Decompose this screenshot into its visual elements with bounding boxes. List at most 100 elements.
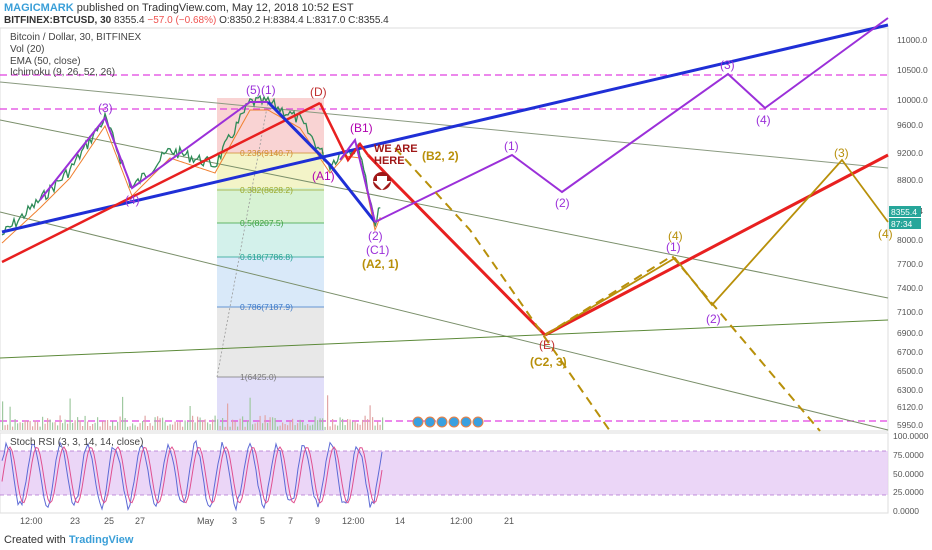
volume-bar <box>154 417 156 430</box>
footer: Created with TradingView <box>4 534 133 546</box>
volume-bar <box>382 417 384 430</box>
y-tick-label: 5950.0 <box>897 420 923 430</box>
wave-label: (1) <box>504 139 519 153</box>
volume-bar <box>144 415 146 430</box>
volume-bar <box>257 422 259 430</box>
wave-label: (B2, 2) <box>422 149 459 163</box>
volume-bar <box>374 425 376 430</box>
volume-bar <box>259 415 261 430</box>
volume-bar <box>227 403 229 430</box>
volume-bar <box>4 425 6 430</box>
publish-header: MAGICMARK published on TradingView.com, … <box>4 2 354 14</box>
volume-bar <box>232 419 234 430</box>
volume-bar <box>272 417 274 430</box>
y-tick-label: 6500.0 <box>897 366 923 376</box>
time-badge: 87:34 <box>891 219 913 229</box>
volume-bar <box>282 422 284 430</box>
volume-bar <box>342 418 344 430</box>
x-tick-label: 12:00 <box>342 516 365 526</box>
wave-label: (3) <box>98 101 113 115</box>
volume-bar <box>172 424 174 430</box>
fib-label: 1(6425.0) <box>240 372 277 382</box>
y-tick-label: 7700.0 <box>897 259 923 269</box>
legend-ichimoku[interactable]: Ichimoku (9, 26, 52, 26) <box>10 67 116 78</box>
y-tick-label: 6700.0 <box>897 347 923 357</box>
wave-purple-right <box>374 17 889 223</box>
volume-bar <box>329 426 331 430</box>
volume-bar <box>217 419 219 430</box>
volume-bar <box>174 421 176 430</box>
trendline-red-upper <box>1 101 321 264</box>
volume-bar <box>92 424 94 430</box>
volume-bar <box>14 419 16 430</box>
x-axis-ticks: 12:00 23 25 27 May 3 5 7 9 12:00 14 12:00 21 <box>20 516 514 526</box>
volume-bar <box>222 418 224 430</box>
volume-bar <box>209 424 211 430</box>
y-tick-label: 6300.0 <box>897 385 923 395</box>
volume-bar <box>44 423 46 430</box>
volume-bar <box>182 426 184 430</box>
legend-stoch[interactable]: Stoch RSI (3, 3, 14, 14, close) <box>10 437 144 448</box>
wave-label: (1) <box>261 83 276 97</box>
wave-gold-solid <box>544 158 889 336</box>
wave-label: (A2, 1) <box>362 257 399 271</box>
volume-bar <box>69 398 71 430</box>
volume-bar <box>139 423 141 430</box>
volume-bar <box>327 395 329 430</box>
published-text: published on TradingView.com, May 12, 20… <box>76 2 354 14</box>
price-badge-bg <box>889 206 921 217</box>
volume-bar <box>287 425 289 430</box>
volume-bar <box>12 426 14 430</box>
y-tick-label: 10000.0 <box>897 95 928 105</box>
volume-bar <box>344 425 346 430</box>
volume-bar <box>59 415 61 430</box>
volume-bar <box>357 423 359 430</box>
main-pane <box>0 27 889 432</box>
fib-label: 0.382(8628.2) <box>240 185 293 195</box>
volume-bar <box>279 425 281 430</box>
volume-bar <box>122 396 124 430</box>
volume-bar <box>309 425 311 430</box>
volume-bar <box>229 426 231 430</box>
volume-bar <box>324 426 326 430</box>
stoch-k-line <box>1 439 383 512</box>
wave-label: (4) <box>668 229 683 243</box>
wave-labels: (3)(4)(5) (1) (D)(B1)(A1)(2)(C1)(A2, 1)(B2… <box>98 58 893 369</box>
volume-bar <box>97 417 99 430</box>
x-tick-label: 23 <box>70 516 80 526</box>
we-are-here-label: WE ARE <box>374 143 418 155</box>
volume-bar <box>34 420 36 430</box>
wave-label: (1) <box>666 240 681 254</box>
trendline-gray-upper <box>0 81 889 169</box>
legend-title: Bitcoin / Dollar, 30, BITFINEX <box>10 32 142 43</box>
x-tick-label: 14 <box>395 516 405 526</box>
volume-bar <box>27 421 29 430</box>
author-name[interactable]: MAGICMARK <box>4 2 74 14</box>
volume-bar <box>119 416 121 430</box>
wave-label: (D) <box>310 85 327 99</box>
volume-bar <box>242 416 244 430</box>
volume-bar <box>319 418 321 430</box>
legend-ema[interactable]: EMA (50, close) <box>10 56 81 67</box>
legend-vol[interactable]: Vol (20) <box>10 44 45 55</box>
volume-bar <box>239 418 241 430</box>
volume-bar <box>9 406 11 430</box>
volume-bar <box>307 424 309 430</box>
volume-bar <box>124 418 126 430</box>
volume-bar <box>364 415 366 430</box>
fib-zone-blue <box>217 257 324 307</box>
y-axis-ticks: 11000.0 10500.0 10000.0 9600.0 9200.0 8800.0 8… <box>897 35 928 430</box>
volume-bar <box>277 426 279 430</box>
stoch-tick-label: 50.0000 <box>893 469 924 479</box>
tradingview-logo[interactable]: TradingView <box>68 534 134 546</box>
volume-bar <box>104 420 106 430</box>
ohlc-header: BITFINEX:BTCUSD, 30 8355.4 −57.0 (−0.68%… <box>4 15 389 26</box>
wave-label: (4) <box>878 227 893 241</box>
volume-bar <box>42 416 44 430</box>
event-icons <box>412 416 484 428</box>
volume-bar <box>254 423 256 430</box>
volume-bar <box>164 421 166 430</box>
time-badge-bg <box>889 218 921 229</box>
volume-bar <box>132 423 134 430</box>
